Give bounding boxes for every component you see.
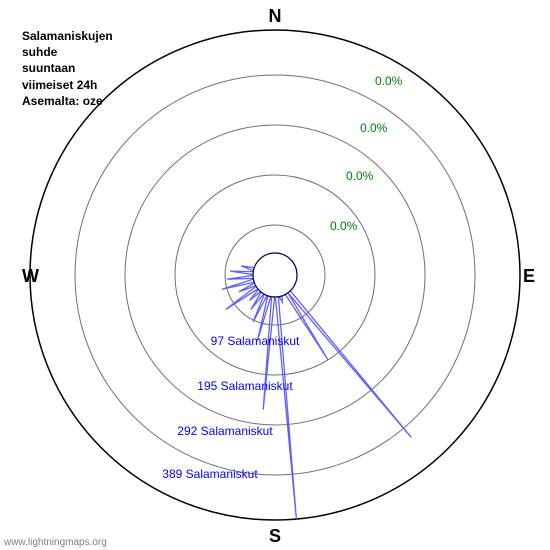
title-line: Asemalta: oze — [22, 93, 113, 109]
title-line: viimeiset 24h — [22, 77, 113, 93]
cardinal-label: W — [22, 266, 39, 286]
ring-pct-label: 0.0% — [346, 169, 374, 183]
footer-credit: www.lightningmaps.org — [4, 537, 107, 548]
center-hub — [253, 253, 297, 297]
cardinal-label: N — [269, 6, 282, 26]
title-line: suhde — [22, 44, 113, 60]
ring-strike-label: 97 Salamaniskut — [211, 334, 300, 348]
title-line: Salamaniskujen — [22, 28, 113, 44]
strike-spikes — [285, 291, 411, 438]
chart-title: Salamaniskujen suhde suuntaan viimeiset … — [22, 28, 113, 109]
cardinal-label: S — [269, 526, 281, 546]
ring-pct-label: 0.0% — [375, 74, 403, 88]
ring-strike-label: 195 Salamaniskut — [197, 379, 293, 393]
cardinal-label: E — [523, 266, 535, 286]
ring-strike-label: 292 Salamaniskut — [177, 424, 273, 438]
title-line: suuntaan — [22, 60, 113, 76]
ring-pct-label: 0.0% — [330, 219, 358, 233]
ring-strike-label: 389 Salamaniskut — [162, 467, 258, 481]
ring-pct-label: 0.0% — [360, 121, 388, 135]
